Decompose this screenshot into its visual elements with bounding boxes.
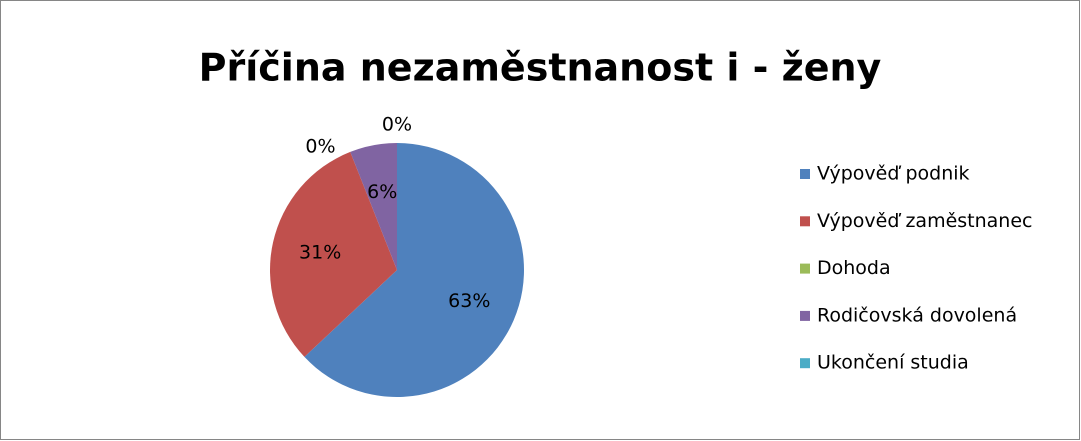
legend-label: Výpověď podnik xyxy=(817,163,970,185)
data-label: 63% xyxy=(448,290,490,312)
legend-swatch xyxy=(800,263,810,274)
legend-swatch xyxy=(800,169,810,179)
legend-label: Rodičovská dovolená xyxy=(817,304,1017,326)
data-label: 31% xyxy=(299,241,341,263)
data-label: 6% xyxy=(367,181,397,203)
legend-label: Ukončení studia xyxy=(817,352,969,374)
legend-swatch xyxy=(800,358,810,369)
legend-label: Dohoda xyxy=(817,257,891,279)
pie-slice xyxy=(304,143,524,397)
legend-swatch xyxy=(800,310,810,321)
legend-swatch xyxy=(800,216,810,227)
data-label: 0% xyxy=(382,114,412,136)
legend-label: Výpověď zaměstnanec xyxy=(817,210,1032,232)
pie-slice xyxy=(350,143,397,270)
data-label: 0% xyxy=(305,136,335,158)
pie-slice xyxy=(270,151,397,357)
chart-title: Příčina nezaměstnanost i - ženy xyxy=(199,46,882,90)
